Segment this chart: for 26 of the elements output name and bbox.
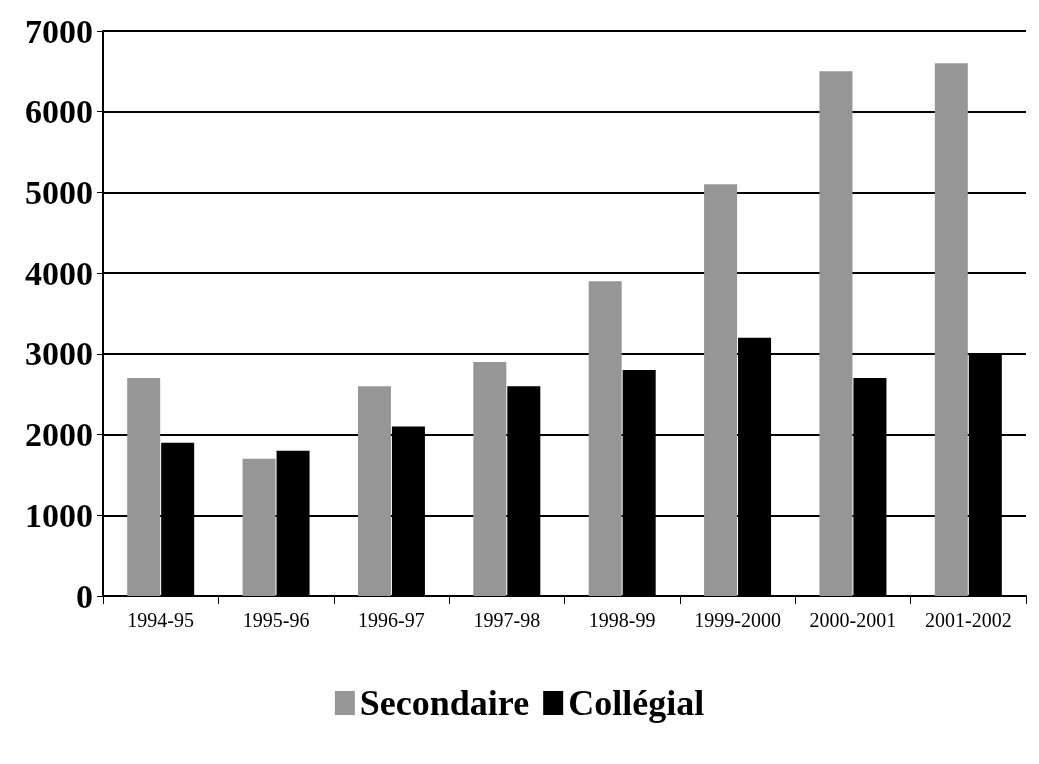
y-tick-label: 1000: [25, 496, 93, 534]
bar: [704, 184, 738, 596]
bar: [242, 458, 276, 596]
legend-label: Collégial: [568, 683, 705, 723]
x-tick-label: 1996-97: [358, 609, 425, 631]
bar: [819, 71, 853, 596]
y-tick-label: 5000: [25, 173, 93, 211]
x-tick-label: 2001-2002: [924, 609, 1012, 631]
y-tick-label: 3000: [25, 335, 93, 373]
x-tick-label: 1999-2000: [694, 609, 781, 631]
x-tick-label: 2000-2001: [809, 609, 897, 631]
bar: [588, 281, 622, 596]
bar: [473, 361, 507, 596]
bar: [934, 63, 968, 596]
x-tick-label: 1998-99: [588, 609, 656, 631]
x-tick-label: 1995-96: [242, 609, 310, 631]
y-tick-label: 0: [76, 577, 93, 615]
legend-label: Secondaire: [359, 683, 530, 723]
bar: [127, 378, 161, 596]
y-tick-label: 2000: [25, 416, 93, 454]
x-tick-label: 1994-95: [127, 609, 195, 631]
x-tick-label: 1997-98: [473, 609, 541, 631]
y-tick-label: 4000: [25, 254, 93, 292]
y-tick-label: 7000: [25, 12, 93, 50]
y-tick-label: 6000: [25, 93, 93, 131]
bar: [357, 386, 391, 596]
